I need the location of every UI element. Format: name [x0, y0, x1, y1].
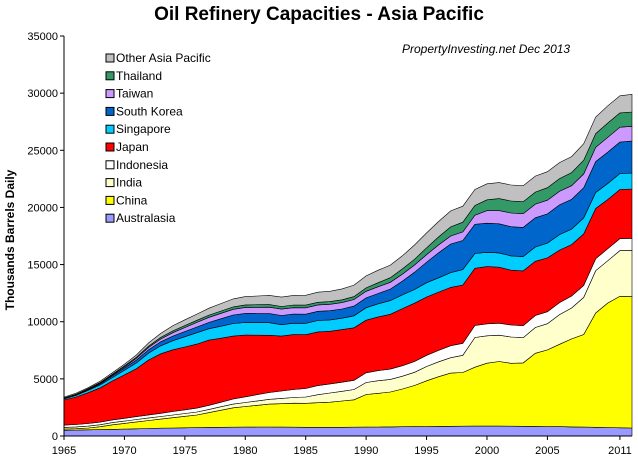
x-tick-label: 2005 [535, 445, 559, 457]
x-tick-label: 1965 [52, 445, 76, 457]
axes: 0 5000 10000 15000 20000 25000 30000 35000 1965 1… [27, 31, 632, 457]
legend-label-thailand: Thailand [116, 69, 162, 83]
legend-label-australasia: Australasia [116, 211, 176, 225]
legend-label-singapore: Singapore [116, 122, 171, 136]
legend-label-other-asia-pacific: Other Asia Pacific [116, 51, 211, 65]
legend-swatch-singapore [105, 124, 115, 134]
x-tick-label: 2000 [475, 445, 499, 457]
legend-swatch-china [105, 195, 115, 205]
x-tick-label: 1990 [354, 445, 378, 457]
legend-swatch-other-asia-pacific [105, 53, 115, 63]
legend-swatch-australasia [105, 213, 115, 223]
x-tick-label: 2011 [608, 445, 632, 457]
y-tick-label: 0 [52, 431, 58, 443]
y-tick-label: 35000 [27, 31, 58, 43]
y-tick-label: 20000 [27, 202, 58, 214]
x-tick-label: 1985 [293, 445, 317, 457]
source-annotation: PropertyInvesting.net Dec 2013 [402, 42, 570, 56]
legend-label-japan: Japan [116, 140, 149, 154]
legend-label-india: India [116, 176, 142, 190]
y-tick-label: 15000 [27, 260, 58, 272]
y-axis-label: Thousands Barrels Daily [3, 169, 17, 310]
legend-swatch-taiwan [105, 89, 115, 99]
x-tick-label: 1975 [173, 445, 197, 457]
x-tick-label: 1995 [414, 445, 438, 457]
legend-label-taiwan: Taiwan [116, 87, 153, 101]
legend: Other Asia Pacific Thailand Taiwan South Ko… [105, 51, 211, 225]
x-tick-label: 1970 [112, 445, 136, 457]
y-tick-label: 25000 [27, 145, 58, 157]
legend-label-south-korea: South Korea [116, 104, 183, 118]
legend-swatch-indonesia [105, 160, 115, 170]
y-tick-label: 30000 [27, 88, 58, 100]
legend-label-china: China [116, 193, 148, 207]
y-tick-label: 10000 [27, 317, 58, 329]
chart-title: Oil Refinery Capacities - Asia Pacific [154, 4, 484, 25]
y-tick-label: 5000 [34, 374, 58, 386]
area-series-other-asia-pacific [63, 93, 633, 399]
legend-swatch-south-korea [105, 106, 115, 116]
x-tick-label: 1980 [233, 445, 257, 457]
legend-label-indonesia: Indonesia [116, 158, 168, 172]
area-series-layer [63, 36, 633, 437]
legend-swatch-thailand [105, 71, 115, 81]
legend-swatch-india [105, 178, 115, 188]
legend-swatch-japan [105, 142, 115, 152]
